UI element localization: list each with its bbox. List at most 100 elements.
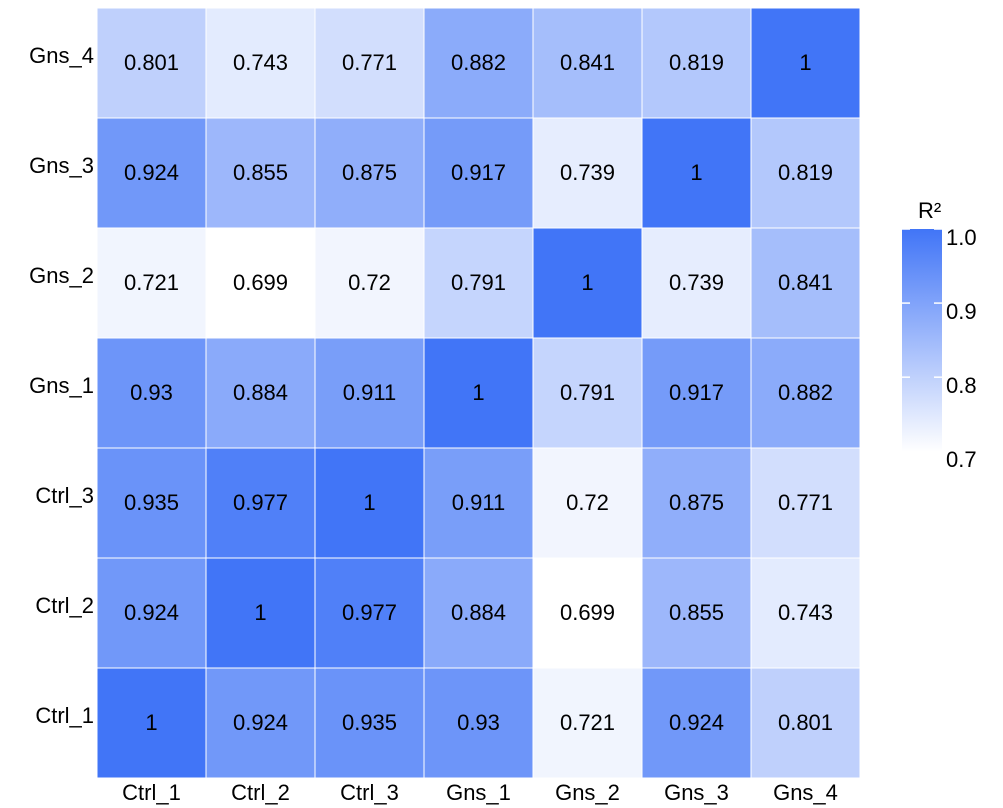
cell [423, 7, 534, 119]
x-tick-label: Ctrl_3 [340, 780, 399, 805]
cell [641, 227, 752, 339]
cell-label: 0.771 [342, 50, 397, 75]
cell-label: 0.721 [560, 710, 615, 735]
colorbar-tick-label: 1.0 [946, 225, 977, 250]
cell [314, 117, 425, 229]
cell [532, 557, 643, 669]
cell [314, 447, 425, 559]
cell-label: 1 [472, 380, 484, 405]
colorbar [902, 229, 942, 452]
cell-label: 0.884 [233, 380, 288, 405]
cell-label: 0.819 [669, 50, 724, 75]
cell [96, 667, 207, 779]
cell-label: 0.911 [452, 490, 505, 515]
y-tick-label: Gns_2 [29, 263, 94, 288]
cell-label: 1 [690, 160, 702, 185]
colorbar-tick-label: 0.7 [946, 447, 977, 472]
cell [423, 667, 534, 779]
cell [750, 667, 861, 779]
cell-label: 0.841 [560, 50, 615, 75]
cell [641, 7, 752, 119]
cell-label: 0.935 [342, 710, 397, 735]
cell-label: 0.882 [451, 50, 506, 75]
x-tick-label: Gns_3 [664, 780, 729, 805]
cell-label: 0.855 [233, 160, 288, 185]
cell-label: 0.882 [778, 380, 833, 405]
x-tick-label: Gns_1 [446, 780, 511, 805]
y-tick-label: Gns_4 [29, 43, 94, 68]
y-tick-label: Ctrl_2 [35, 593, 94, 618]
cell-label: 0.721 [124, 270, 179, 295]
cell-label: 0.977 [342, 600, 397, 625]
y-tick-label: Ctrl_1 [35, 703, 94, 728]
cell [205, 557, 316, 669]
cell-label: 0.801 [124, 50, 179, 75]
cell-label: 1 [254, 600, 266, 625]
cell [532, 447, 643, 559]
cell-label: 0.917 [669, 380, 724, 405]
colorbar-tick-label: 0.8 [946, 373, 977, 398]
cell-label: 0.911 [343, 380, 396, 405]
cell-label: 0.855 [669, 600, 724, 625]
cell-label: 0.917 [451, 160, 506, 185]
cell-label: 0.841 [778, 270, 833, 295]
cell-label: 0.875 [342, 160, 397, 185]
x-tick-label: Ctrl_2 [231, 780, 290, 805]
cell [205, 447, 316, 559]
cell [314, 7, 425, 119]
cell-label: 0.924 [124, 160, 179, 185]
cell [314, 557, 425, 669]
cell [532, 667, 643, 779]
cell [423, 447, 534, 559]
cell-label: 0.699 [233, 270, 288, 295]
cell-label: 0.771 [778, 490, 833, 515]
cell [205, 117, 316, 229]
cell-label: 0.93 [457, 710, 500, 735]
cell [96, 227, 207, 339]
cell [750, 337, 861, 449]
cell [96, 117, 207, 229]
cell-label: 1 [145, 710, 157, 735]
cell [750, 117, 861, 229]
cell-label: 0.801 [778, 710, 833, 735]
cell [96, 7, 207, 119]
x-tick-label: Ctrl_1 [122, 780, 181, 805]
x-tick-label: Gns_2 [555, 780, 620, 805]
cell-label: 0.791 [451, 270, 506, 295]
cell-label: 0.884 [451, 600, 506, 625]
cell [96, 447, 207, 559]
cell-label: 0.72 [348, 270, 391, 295]
colorbar-title: R² [918, 198, 941, 223]
cell-label: 1 [363, 490, 375, 515]
x-tick-label: Gns_4 [773, 780, 838, 805]
cell-label: 0.743 [233, 50, 288, 75]
cell-label: 0.739 [669, 270, 724, 295]
colorbar-tick-label: 0.9 [946, 299, 977, 324]
cell-label: 0.935 [124, 490, 179, 515]
cell-label: 0.743 [778, 600, 833, 625]
cell-label: 0.93 [130, 380, 173, 405]
cell [750, 227, 861, 339]
cell [641, 337, 752, 449]
cell-label: 0.739 [560, 160, 615, 185]
cell [641, 667, 752, 779]
cell-label: 0.72 [566, 490, 609, 515]
cell-label: 0.924 [669, 710, 724, 735]
cell-label: 0.819 [778, 160, 833, 185]
cell-label: 1 [581, 270, 593, 295]
cell [205, 337, 316, 449]
cell-label: 0.791 [560, 380, 615, 405]
cell [750, 7, 861, 119]
cell-label: 0.924 [233, 710, 288, 735]
cell-label: 0.924 [124, 600, 179, 625]
cell [423, 337, 534, 449]
cell-label: 1 [799, 50, 811, 75]
cell [532, 117, 643, 229]
y-tick-label: Gns_1 [29, 373, 94, 398]
cell [641, 557, 752, 669]
cell [641, 117, 752, 229]
cell-label: 0.699 [560, 600, 615, 625]
cell [750, 447, 861, 559]
cell [96, 557, 207, 669]
